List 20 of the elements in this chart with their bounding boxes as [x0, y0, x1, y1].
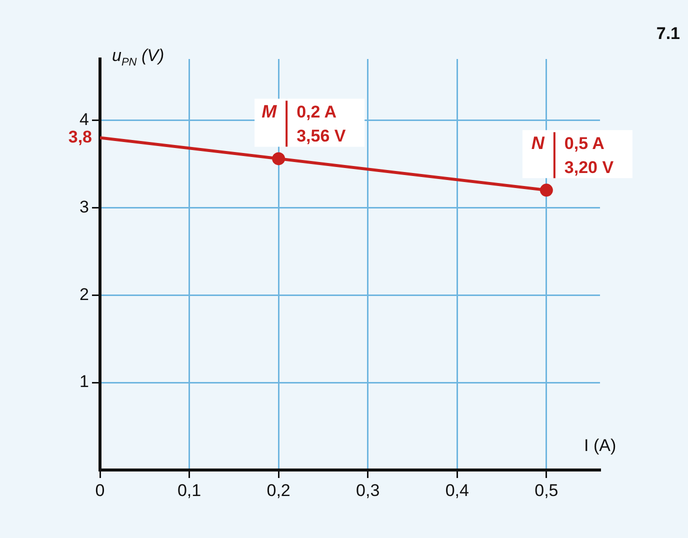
x-tick-label: 0,3	[356, 480, 380, 500]
annotation: 0,5 A	[564, 134, 604, 153]
x-tick-label: 0,5	[534, 480, 558, 500]
annotation: 3,20 V	[564, 158, 614, 177]
x-tick-label: 0	[95, 480, 105, 500]
y-tick-label: 1	[80, 372, 89, 392]
annotation: M	[262, 102, 278, 122]
y-tick-label: 4	[80, 110, 89, 129]
x-tick-label: 0,1	[177, 480, 202, 500]
annotation: 0,2 A	[296, 102, 337, 122]
y-axis-title: u$_{PN}$ (V)	[112, 46, 164, 68]
annotation: N	[531, 133, 546, 154]
annotation: 3,8	[68, 127, 92, 146]
x-tick-label: 0,4	[445, 480, 469, 500]
y-tick-label: 3	[80, 197, 89, 216]
x-tick-label: 0,2	[266, 480, 290, 500]
y-tick-label: 2	[80, 284, 89, 304]
x-axis-title: I (A)	[584, 436, 616, 456]
annotation: 3,56 V	[296, 126, 346, 146]
text: 7.1	[656, 24, 680, 44]
